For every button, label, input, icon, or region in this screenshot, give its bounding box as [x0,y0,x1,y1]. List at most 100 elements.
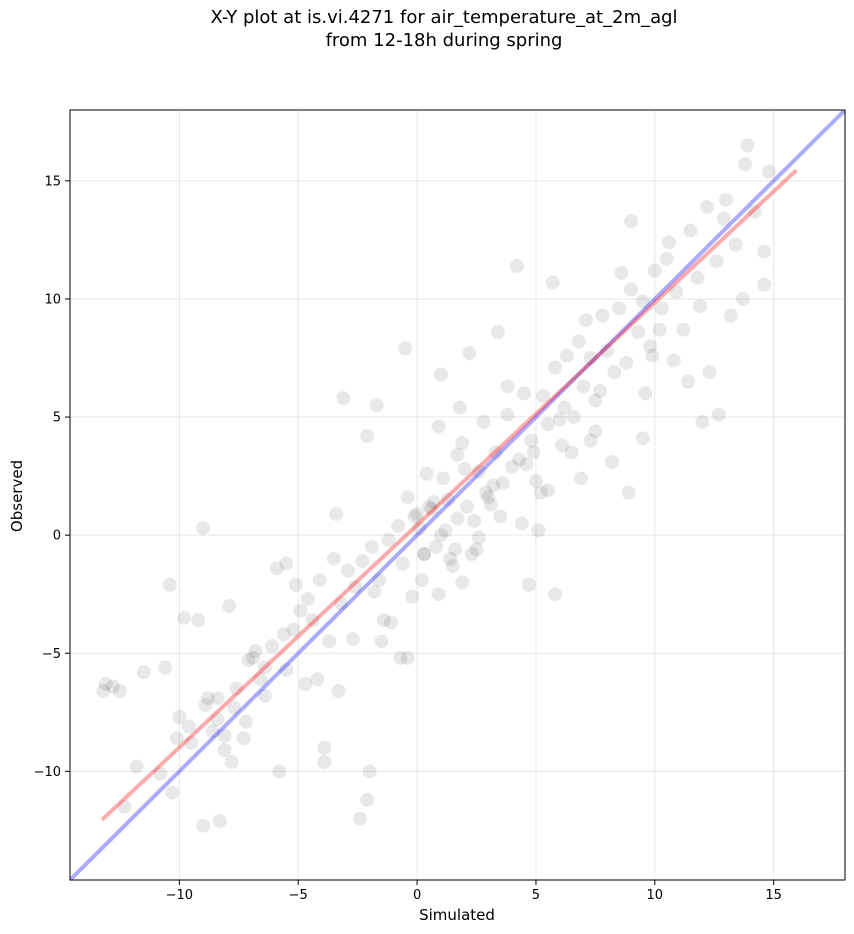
data-point [162,577,177,592]
data-point [512,452,527,467]
data-point [210,691,225,706]
data-point [605,454,620,469]
data-point [638,386,653,401]
data-point [433,528,448,543]
data-point [631,325,646,340]
data-point [129,759,144,774]
data-point [158,660,173,675]
data-point [452,400,467,415]
data-point [521,577,536,592]
data-point [383,615,398,630]
data-point [526,445,541,460]
data-point [393,650,408,665]
data-point [248,643,263,658]
data-point [419,466,434,481]
data-point [455,575,470,590]
data-point [676,322,691,337]
data-point [177,610,192,625]
data-point [334,596,349,611]
data-point [662,235,677,250]
data-point [424,502,439,517]
data-point [417,547,432,562]
data-point [692,299,707,314]
data-point [517,386,532,401]
data-point [238,714,253,729]
data-point [400,650,415,665]
data-point [500,379,515,394]
data-point [367,584,382,599]
data-point [181,719,196,734]
data-point [469,542,484,557]
data-point [738,157,753,172]
data-point [433,367,448,382]
data-point [279,556,294,571]
data-point [564,445,579,460]
data-point [647,263,662,278]
data-point [524,433,539,448]
data-point [536,388,551,403]
data-point [224,754,239,769]
x-tick-label: 15 [765,888,782,903]
data-point [269,561,284,576]
y-tick-label: −5 [42,647,61,662]
data-point [702,365,717,380]
data-point [540,483,555,498]
data-point [98,676,113,691]
data-point [479,485,494,500]
data-point [495,476,510,491]
data-point [395,556,410,571]
data-point [547,587,562,602]
data-point [400,490,415,505]
data-point [471,530,486,545]
data-point [417,547,432,562]
data-point [355,554,370,569]
data-point [488,445,503,460]
x-tick-label: 10 [647,888,664,903]
data-point [293,603,308,618]
data-point [490,325,505,340]
data-point [761,164,776,179]
data-point [105,679,120,694]
data-point [440,492,455,507]
data-point [450,511,465,526]
data-point [540,417,555,432]
data-point [462,346,477,361]
data-point [547,360,562,375]
chart-subtitle: from 12-18h during spring [325,30,563,51]
data-point [557,400,572,415]
data-point [426,495,441,510]
data-point [341,563,356,578]
data-point [723,308,738,323]
data-point [205,724,220,739]
data-point [112,684,127,699]
data-point [222,599,237,614]
x-tick-label: −10 [166,888,193,903]
y-axis-label: Observed [8,460,26,532]
data-point [317,754,332,769]
one-to-one-line [70,110,845,880]
data-point [331,684,346,699]
regression-fit-line [101,169,798,821]
data-point [505,459,520,474]
data-point [348,580,363,595]
data-point [588,424,603,439]
data-point [257,660,272,675]
data-point [414,573,429,588]
data-point [362,764,377,779]
data-point [329,506,344,521]
data-point [227,700,242,715]
data-point [593,384,608,399]
data-point [345,632,360,647]
data-point [286,622,301,637]
data-point [429,539,444,554]
data-point [136,665,151,680]
data-point [643,339,658,354]
data-point [410,506,425,521]
data-point [217,728,232,743]
data-point [369,398,384,413]
data-point [514,516,529,531]
data-point [559,348,574,363]
y-tick-label: 0 [53,529,61,544]
data-point [635,294,650,309]
